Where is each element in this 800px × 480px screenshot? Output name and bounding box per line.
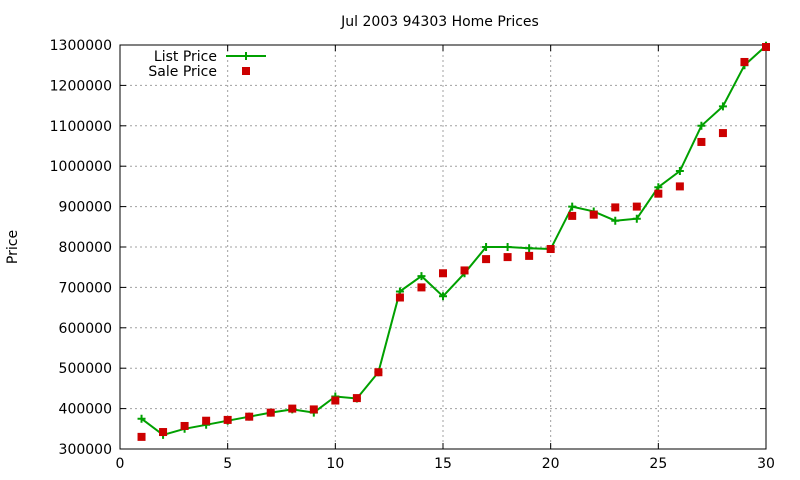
list-price-point: [611, 216, 620, 225]
y-tick-label: 500000: [59, 361, 112, 377]
sale-price-point: [159, 428, 168, 437]
list-price-point: [482, 243, 491, 251]
list-price-point: [439, 292, 447, 301]
list-price-point: [137, 414, 146, 423]
sale-price-point: [395, 293, 404, 302]
sale-price-point: [266, 408, 275, 417]
sale-price-point: [352, 394, 361, 403]
y-tick-label: 1300000: [50, 38, 112, 54]
plot-area: [137, 41, 770, 441]
sale-price-point: [675, 182, 684, 191]
sale-price-point: [245, 412, 254, 421]
sale-price-point: [417, 283, 426, 292]
legend-swatch-sale-price: [242, 67, 250, 75]
sale-price-point: [589, 210, 598, 219]
list-price-point: [718, 102, 727, 111]
y-tick-label: 700000: [59, 280, 112, 296]
sale-price-point: [202, 416, 211, 425]
sale-price-point: [697, 137, 706, 146]
chart-title: Jul 2003 94303 Home Prices: [340, 14, 539, 30]
y-tick-label: 1200000: [50, 78, 112, 94]
sale-price-point: [568, 211, 577, 220]
x-tick-label: 5: [223, 456, 232, 472]
list-price-point: [697, 121, 706, 130]
sale-price-point: [632, 202, 641, 211]
sale-price-point: [223, 415, 232, 424]
list-price-point: [675, 167, 684, 176]
sale-price-point: [180, 421, 189, 430]
gridlines: [120, 45, 766, 449]
list-price-point: [568, 202, 577, 211]
sale-price-point: [546, 245, 555, 254]
sale-price-point: [503, 253, 512, 262]
y-axis-label: Price: [5, 230, 21, 264]
list-price-point: [503, 243, 512, 251]
sale-price-point: [611, 203, 620, 212]
series-line-list-price: [140, 45, 767, 436]
sale-price-point: [762, 43, 770, 52]
x-tick-label: 15: [434, 456, 452, 472]
x-tick-label: 20: [542, 456, 560, 472]
sale-price-point: [525, 251, 534, 260]
sale-price-point: [482, 255, 491, 264]
axes: 0 5 10 15 20 25 30 300000 400000 500000 600000 7000…: [50, 38, 775, 472]
y-tick-label: 900000: [59, 200, 112, 216]
y-tick-label: 600000: [59, 321, 112, 337]
y-tick-label: 800000: [59, 240, 112, 256]
list-price-point: [525, 244, 534, 253]
legend-label-sale-price: Sale Price: [148, 64, 217, 80]
y-tick-label: 300000: [59, 442, 112, 458]
legend: List Price Sale Price: [148, 49, 266, 80]
sale-price-point: [654, 189, 663, 198]
list-price-point: [417, 272, 426, 281]
sale-price-point: [460, 266, 469, 275]
sale-price-point: [439, 269, 447, 278]
x-tick-label: 10: [326, 456, 344, 472]
sale-price-point: [309, 405, 318, 414]
sale-price-point: [331, 396, 340, 405]
y-tick-label: 1000000: [50, 159, 112, 175]
y-tick-label: 1100000: [50, 119, 112, 135]
sale-price-point: [374, 368, 383, 377]
sale-price-point: [288, 404, 297, 413]
legend-label-list-price: List Price: [154, 49, 217, 65]
x-tick-label: 30: [757, 456, 775, 472]
sale-price-point: [740, 57, 749, 66]
y-tick-label: 400000: [59, 402, 112, 418]
legend-marker-list-price: [242, 52, 250, 60]
sale-price-point: [718, 129, 727, 138]
list-price-point: [632, 214, 641, 223]
sale-price-point: [137, 432, 146, 441]
x-tick-label: 25: [649, 456, 667, 472]
x-tick-label: 0: [116, 456, 125, 472]
